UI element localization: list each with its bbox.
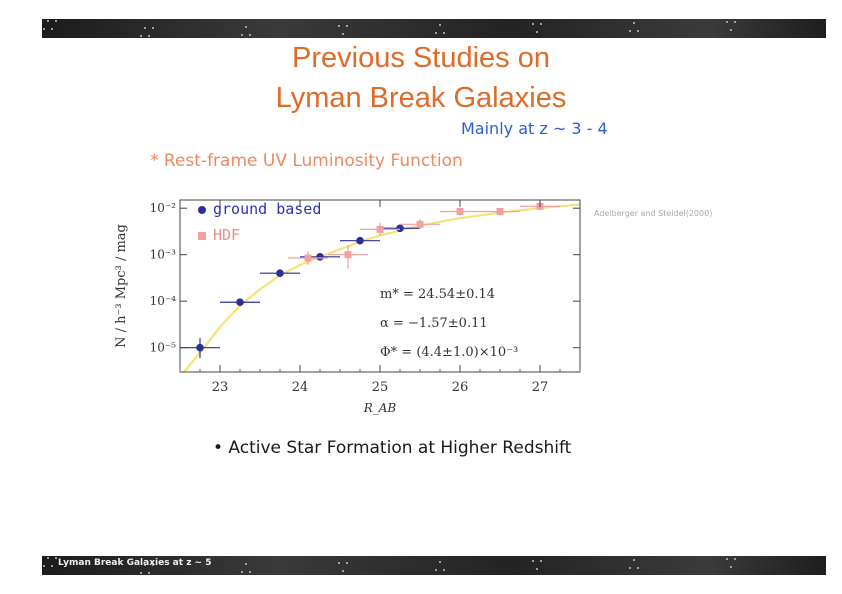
bar-speck <box>152 564 154 566</box>
ground-based-point <box>316 253 324 261</box>
y-tick-label: 10⁻⁴ <box>150 294 177 308</box>
bar-speck <box>734 558 736 560</box>
y-tick-label: 10⁻³ <box>150 248 177 262</box>
slide-subtitle: Mainly at z ~ 3 - 4 <box>461 119 608 138</box>
bar-speck <box>47 20 49 22</box>
bar-speck <box>245 563 247 565</box>
x-tick-label: 23 <box>212 380 229 395</box>
luminosity-function-chart: 23 24 25 26 27 10⁻⁵ 10⁻⁴ 10⁻³ 10⁻² R_AB N / h⁻³ Mp… <box>114 199 581 415</box>
hdf-point <box>344 251 352 259</box>
bar-speck <box>435 32 437 34</box>
fit-parameter-1: m* = 24.54±0.14 <box>380 287 495 302</box>
hdf-point <box>496 207 504 215</box>
bullet-point: • Active Star Formation at Higher Redshi… <box>213 438 572 458</box>
slide-title: Previous Studies on Lyman Break Galaxies <box>0 38 842 118</box>
bar-speck <box>633 559 635 561</box>
fit-parameter-3: Φ* = (4.4±1.0)×10⁻³ <box>380 345 518 360</box>
bar-speck <box>241 571 243 573</box>
x-tick-label: 25 <box>372 380 389 395</box>
bar-speck <box>730 29 732 31</box>
y-tick-label: 10⁻⁵ <box>150 341 177 355</box>
hdf-point <box>416 220 424 228</box>
bar-speck <box>629 30 631 32</box>
section-heading: * Rest-frame UV Luminosity Function <box>150 151 463 171</box>
bar-speck <box>140 35 142 37</box>
top-decorative-bar <box>42 19 826 38</box>
bar-speck <box>140 572 142 574</box>
bar-speck <box>249 571 251 573</box>
title-line-1: Previous Studies on <box>292 42 550 74</box>
bar-speck <box>435 569 437 571</box>
y-tick-label: 10⁻² <box>150 201 177 215</box>
bar-speck <box>443 32 445 34</box>
bar-speck <box>55 20 57 22</box>
hdf-point <box>376 225 384 233</box>
bar-speck <box>346 25 348 27</box>
ground-based-point <box>236 298 244 307</box>
bar-speck <box>726 21 728 23</box>
x-axis-label: R_AB <box>363 401 397 415</box>
hdf-point <box>304 254 312 262</box>
bar-speck <box>439 561 441 563</box>
bar-speck <box>342 570 344 572</box>
bar-speck <box>734 21 736 23</box>
legend-label-hdf: HDF <box>213 226 240 244</box>
citation-label: Adelberger and Steidel(2000) <box>594 209 713 218</box>
legend-marker-hdf <box>198 232 206 240</box>
bottom-decorative-bar <box>42 556 826 575</box>
bar-speck <box>148 35 150 37</box>
bar-speck <box>532 23 534 25</box>
bar-speck <box>43 28 45 30</box>
x-tick-label: 24 <box>292 380 309 395</box>
bar-speck <box>55 557 57 559</box>
bar-speck <box>532 560 534 562</box>
bar-speck <box>152 27 154 29</box>
bar-speck <box>342 33 344 35</box>
bar-speck <box>148 572 150 574</box>
y-axis-label: N / h⁻³ Mpc³ / mag <box>114 224 129 348</box>
ground-based-point <box>276 269 284 277</box>
hdf-point <box>456 207 464 215</box>
bar-speck <box>144 27 146 29</box>
bar-speck <box>637 567 639 569</box>
bar-speck <box>730 566 732 568</box>
bar-speck <box>633 22 635 24</box>
bar-speck <box>51 28 53 30</box>
bar-speck <box>439 24 441 26</box>
x-tick-label: 26 <box>452 380 469 395</box>
bar-speck <box>245 26 247 28</box>
ground-based-point <box>356 236 364 245</box>
bar-speck <box>536 31 538 33</box>
fit-parameter-2: α = −1.57±0.11 <box>380 316 488 331</box>
bar-speck <box>338 25 340 27</box>
ground-based-point <box>196 343 204 352</box>
bar-speck <box>540 560 542 562</box>
legend-label-ground: ground based <box>213 200 321 218</box>
bar-speck <box>249 34 251 36</box>
ground-based-point <box>396 224 404 233</box>
bar-speck <box>536 568 538 570</box>
bar-speck <box>144 564 146 566</box>
bar-speck <box>47 557 49 559</box>
title-line-2: Lyman Break Galaxies <box>275 82 567 114</box>
bar-speck <box>346 562 348 564</box>
bar-speck <box>443 569 445 571</box>
x-tick-label: 27 <box>532 380 549 395</box>
legend-marker-ground <box>198 206 206 214</box>
bar-speck <box>637 30 639 32</box>
bar-speck <box>338 562 340 564</box>
bar-speck <box>629 567 631 569</box>
bar-speck <box>726 558 728 560</box>
bar-speck <box>540 23 542 25</box>
footer-title: Lyman Break Galaxies at z ~ 5 <box>58 558 212 568</box>
bar-speck <box>241 34 243 36</box>
bar-speck <box>43 565 45 567</box>
bar-speck <box>51 565 53 567</box>
